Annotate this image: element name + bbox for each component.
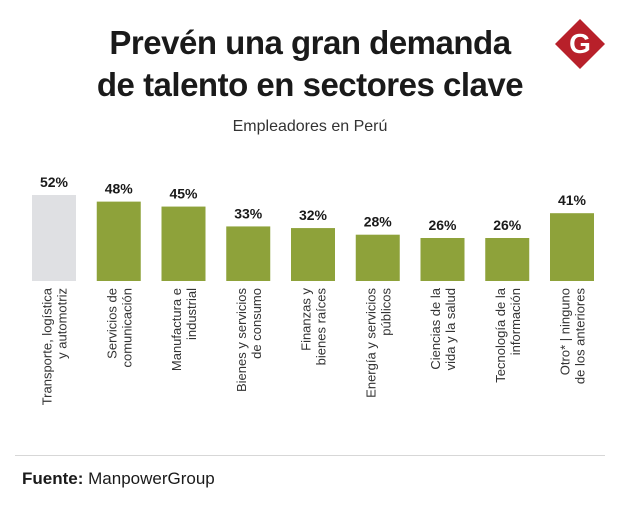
category-label-6-line-0: Ciencias de la	[428, 287, 443, 369]
category-label-2: Manufactura e industrial	[169, 288, 199, 371]
bar-chart: 52% Transporte, logística y automotriz 48% S…	[32, 174, 594, 405]
category-label-1-line-1: comunicación	[119, 288, 134, 368]
title-line-1: Prevén una gran demanda	[109, 24, 511, 61]
chart-title: Prevén una gran demanda de talento en se…	[0, 22, 620, 106]
category-label-4: Finanzas y bienes raíces	[299, 288, 329, 366]
category-label-5: Energía y servicios públicos	[363, 288, 393, 398]
bar-0	[32, 195, 76, 281]
category-label-6: Ciencias de la vida y la salud	[428, 287, 458, 370]
bar-2	[161, 206, 206, 281]
logo-letter: G	[569, 28, 591, 59]
bar-4	[291, 228, 335, 281]
footer-divider	[15, 455, 605, 456]
bar-5	[355, 234, 400, 281]
category-label-0: Transporte, logística y automotriz	[40, 287, 70, 405]
value-label-1: 48%	[105, 181, 134, 197]
source-value: ManpowerGroup	[88, 469, 215, 488]
category-label-0-line-1: y automotriz	[55, 288, 70, 359]
category-label-7: Tecnología de la información	[493, 287, 523, 382]
category-label-3: Bienes y servicios de consumo	[234, 288, 264, 393]
category-label-8-line-1: de los anteriores	[573, 288, 588, 385]
value-label-3: 33%	[234, 205, 263, 221]
bar-3	[226, 226, 271, 281]
category-label-1-line-0: Servicios de	[104, 288, 119, 359]
value-label-0: 52%	[40, 174, 69, 190]
category-label-2-line-0: Manufactura e	[169, 288, 184, 371]
bar-1	[96, 201, 141, 281]
category-label-3-line-1: de consumo	[249, 288, 264, 359]
value-label-7: 26%	[493, 217, 522, 233]
category-label-3-line-0: Bienes y servicios	[234, 288, 249, 393]
category-label-4-line-0: Finanzas y	[299, 288, 314, 351]
bar-6	[420, 238, 465, 281]
category-label-8-line-0: Otro* | ninguno	[558, 288, 573, 375]
value-label-5: 28%	[364, 214, 393, 230]
value-label-8: 41%	[558, 192, 587, 208]
bar-8	[550, 213, 594, 281]
category-label-2-line-1: industrial	[184, 288, 199, 340]
chart-subtitle: Empleadores en Perú	[232, 118, 388, 135]
bar-7	[485, 238, 530, 281]
source-label: Fuente:	[22, 469, 84, 488]
logo-diamond	[555, 19, 605, 69]
category-label-8: Otro* | ninguno de los anteriores	[558, 288, 588, 385]
category-label-1: Servicios de comunicación	[104, 288, 134, 368]
value-label-2: 45%	[169, 186, 198, 202]
title-line-2: de talento en sectores clave	[96, 66, 524, 103]
category-label-4-line-1: bienes raíces	[314, 288, 329, 366]
gestion-logo-icon: G	[555, 19, 605, 69]
category-label-0-line-0: Transporte, logística	[40, 287, 55, 405]
category-label-5-line-1: públicos	[378, 288, 393, 336]
value-label-4: 32%	[299, 207, 328, 223]
category-label-5-line-0: Energía y servicios	[363, 288, 378, 398]
category-label-7-line-0: Tecnología de la	[493, 287, 508, 382]
category-label-6-line-1: vida y la salud	[443, 288, 458, 370]
source-note: Fuente: ManpowerGroup	[22, 469, 215, 489]
category-label-7-line-1: información	[508, 288, 523, 355]
value-label-6: 26%	[428, 217, 457, 233]
